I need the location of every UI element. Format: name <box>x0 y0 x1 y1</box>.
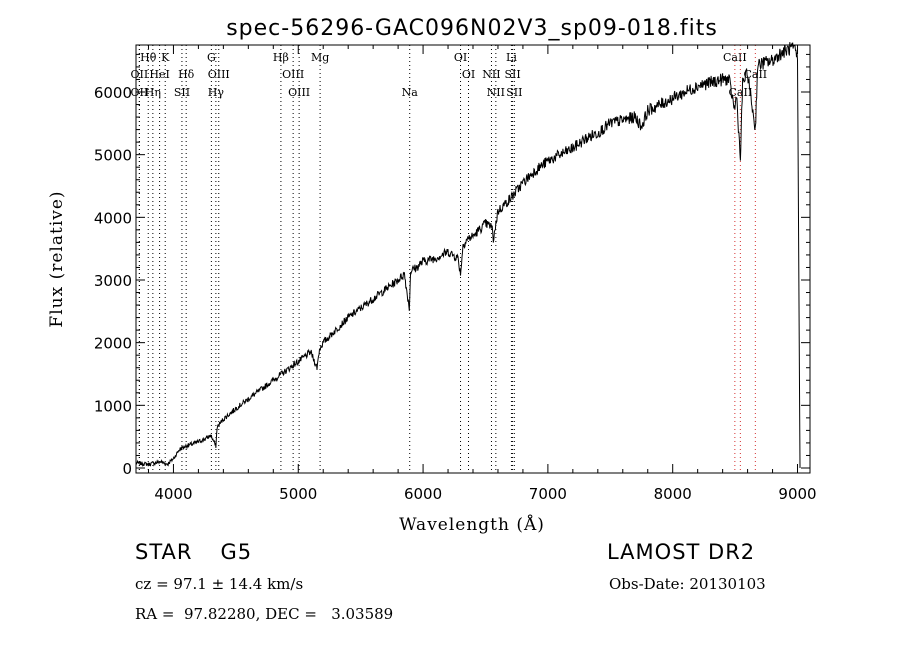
y-tick-label-1: 1000 <box>94 397 132 415</box>
line-marker-label-19: SII <box>174 86 190 99</box>
line-marker-label-0: Hθ <box>140 51 157 64</box>
observation-date: Obs-Date: 20130103 <box>609 575 766 593</box>
line-marker-label-14: NII <box>482 68 500 81</box>
axes: 4000 5000 6000 7000 8000 9000 0 1000 2000 3000 400… <box>94 45 817 503</box>
line-marker-label-17: OII <box>131 86 149 99</box>
object-class-label: STAR <box>135 540 193 564</box>
redshift-readout: cz = 97.1 ± 14.4 km/s <box>135 575 304 593</box>
survey-name: LAMOST DR2 <box>607 540 756 564</box>
y-tick-label-2: 2000 <box>94 335 132 353</box>
line-marker-label-4: Mg <box>311 51 329 64</box>
line-marker-label-3: Hβ <box>273 51 289 64</box>
y-tick-label-3: 3000 <box>94 272 132 290</box>
line-marker-label-23: NII <box>487 86 505 99</box>
line-marker-label-18: Hη <box>145 86 161 99</box>
y-tick-label-0: 0 <box>122 460 132 478</box>
spectrum-line-0 <box>135 42 801 469</box>
object-class: STAR G5 <box>135 540 252 564</box>
x-tick-label-5: 9000 <box>778 485 816 503</box>
line-marker-label-6: Li <box>506 51 517 64</box>
y-tick-label-4: 4000 <box>94 209 132 227</box>
line-marker-label-21: OIII <box>288 86 310 99</box>
line-marker-label-7: CaII <box>723 51 747 64</box>
line-marker-label-11: OIII <box>208 68 230 81</box>
y-tick-label-5: 5000 <box>94 147 132 165</box>
line-marker-label-9: HeI <box>149 68 169 81</box>
line-marker-label-20: Hγ <box>208 86 225 99</box>
line-marker-label-12: OIII <box>282 68 304 81</box>
line-marker-label-2: G <box>207 51 216 64</box>
line-marker-label-25: CaII <box>729 86 753 99</box>
x-tick-label-0: 4000 <box>154 485 192 503</box>
y-axis-label: Flux (relative) <box>47 190 67 327</box>
line-marker-label-13: OI <box>462 68 475 81</box>
coordinates-readout: RA = 97.82280, DEC = 3.03589 <box>135 605 394 623</box>
line-marker-label-22: Na <box>402 86 419 99</box>
chart-title: spec-56296-GAC096N02V3_sp09-018.fits <box>226 16 718 41</box>
line-marker-label-10: Hδ <box>178 68 195 81</box>
line-marker-label-1: K <box>161 51 170 64</box>
x-axis-label: Wavelength (Å) <box>399 514 545 535</box>
line-marker-label-5: OI <box>454 51 467 64</box>
x-tick-label-1: 5000 <box>279 485 317 503</box>
x-tick-label-3: 7000 <box>529 485 567 503</box>
spectral-type: G5 <box>220 540 253 564</box>
y-tick-label-6: 6000 <box>94 84 132 102</box>
line-marker-label-16: CaII <box>743 68 767 81</box>
line-marker-label-15: SII <box>504 68 520 81</box>
spectrum-series <box>135 42 801 469</box>
x-tick-label-4: 8000 <box>654 485 692 503</box>
line-marker-label-8: OII <box>131 68 149 81</box>
line-marker-label-24: SII <box>506 86 522 99</box>
x-tick-label-2: 6000 <box>404 485 442 503</box>
